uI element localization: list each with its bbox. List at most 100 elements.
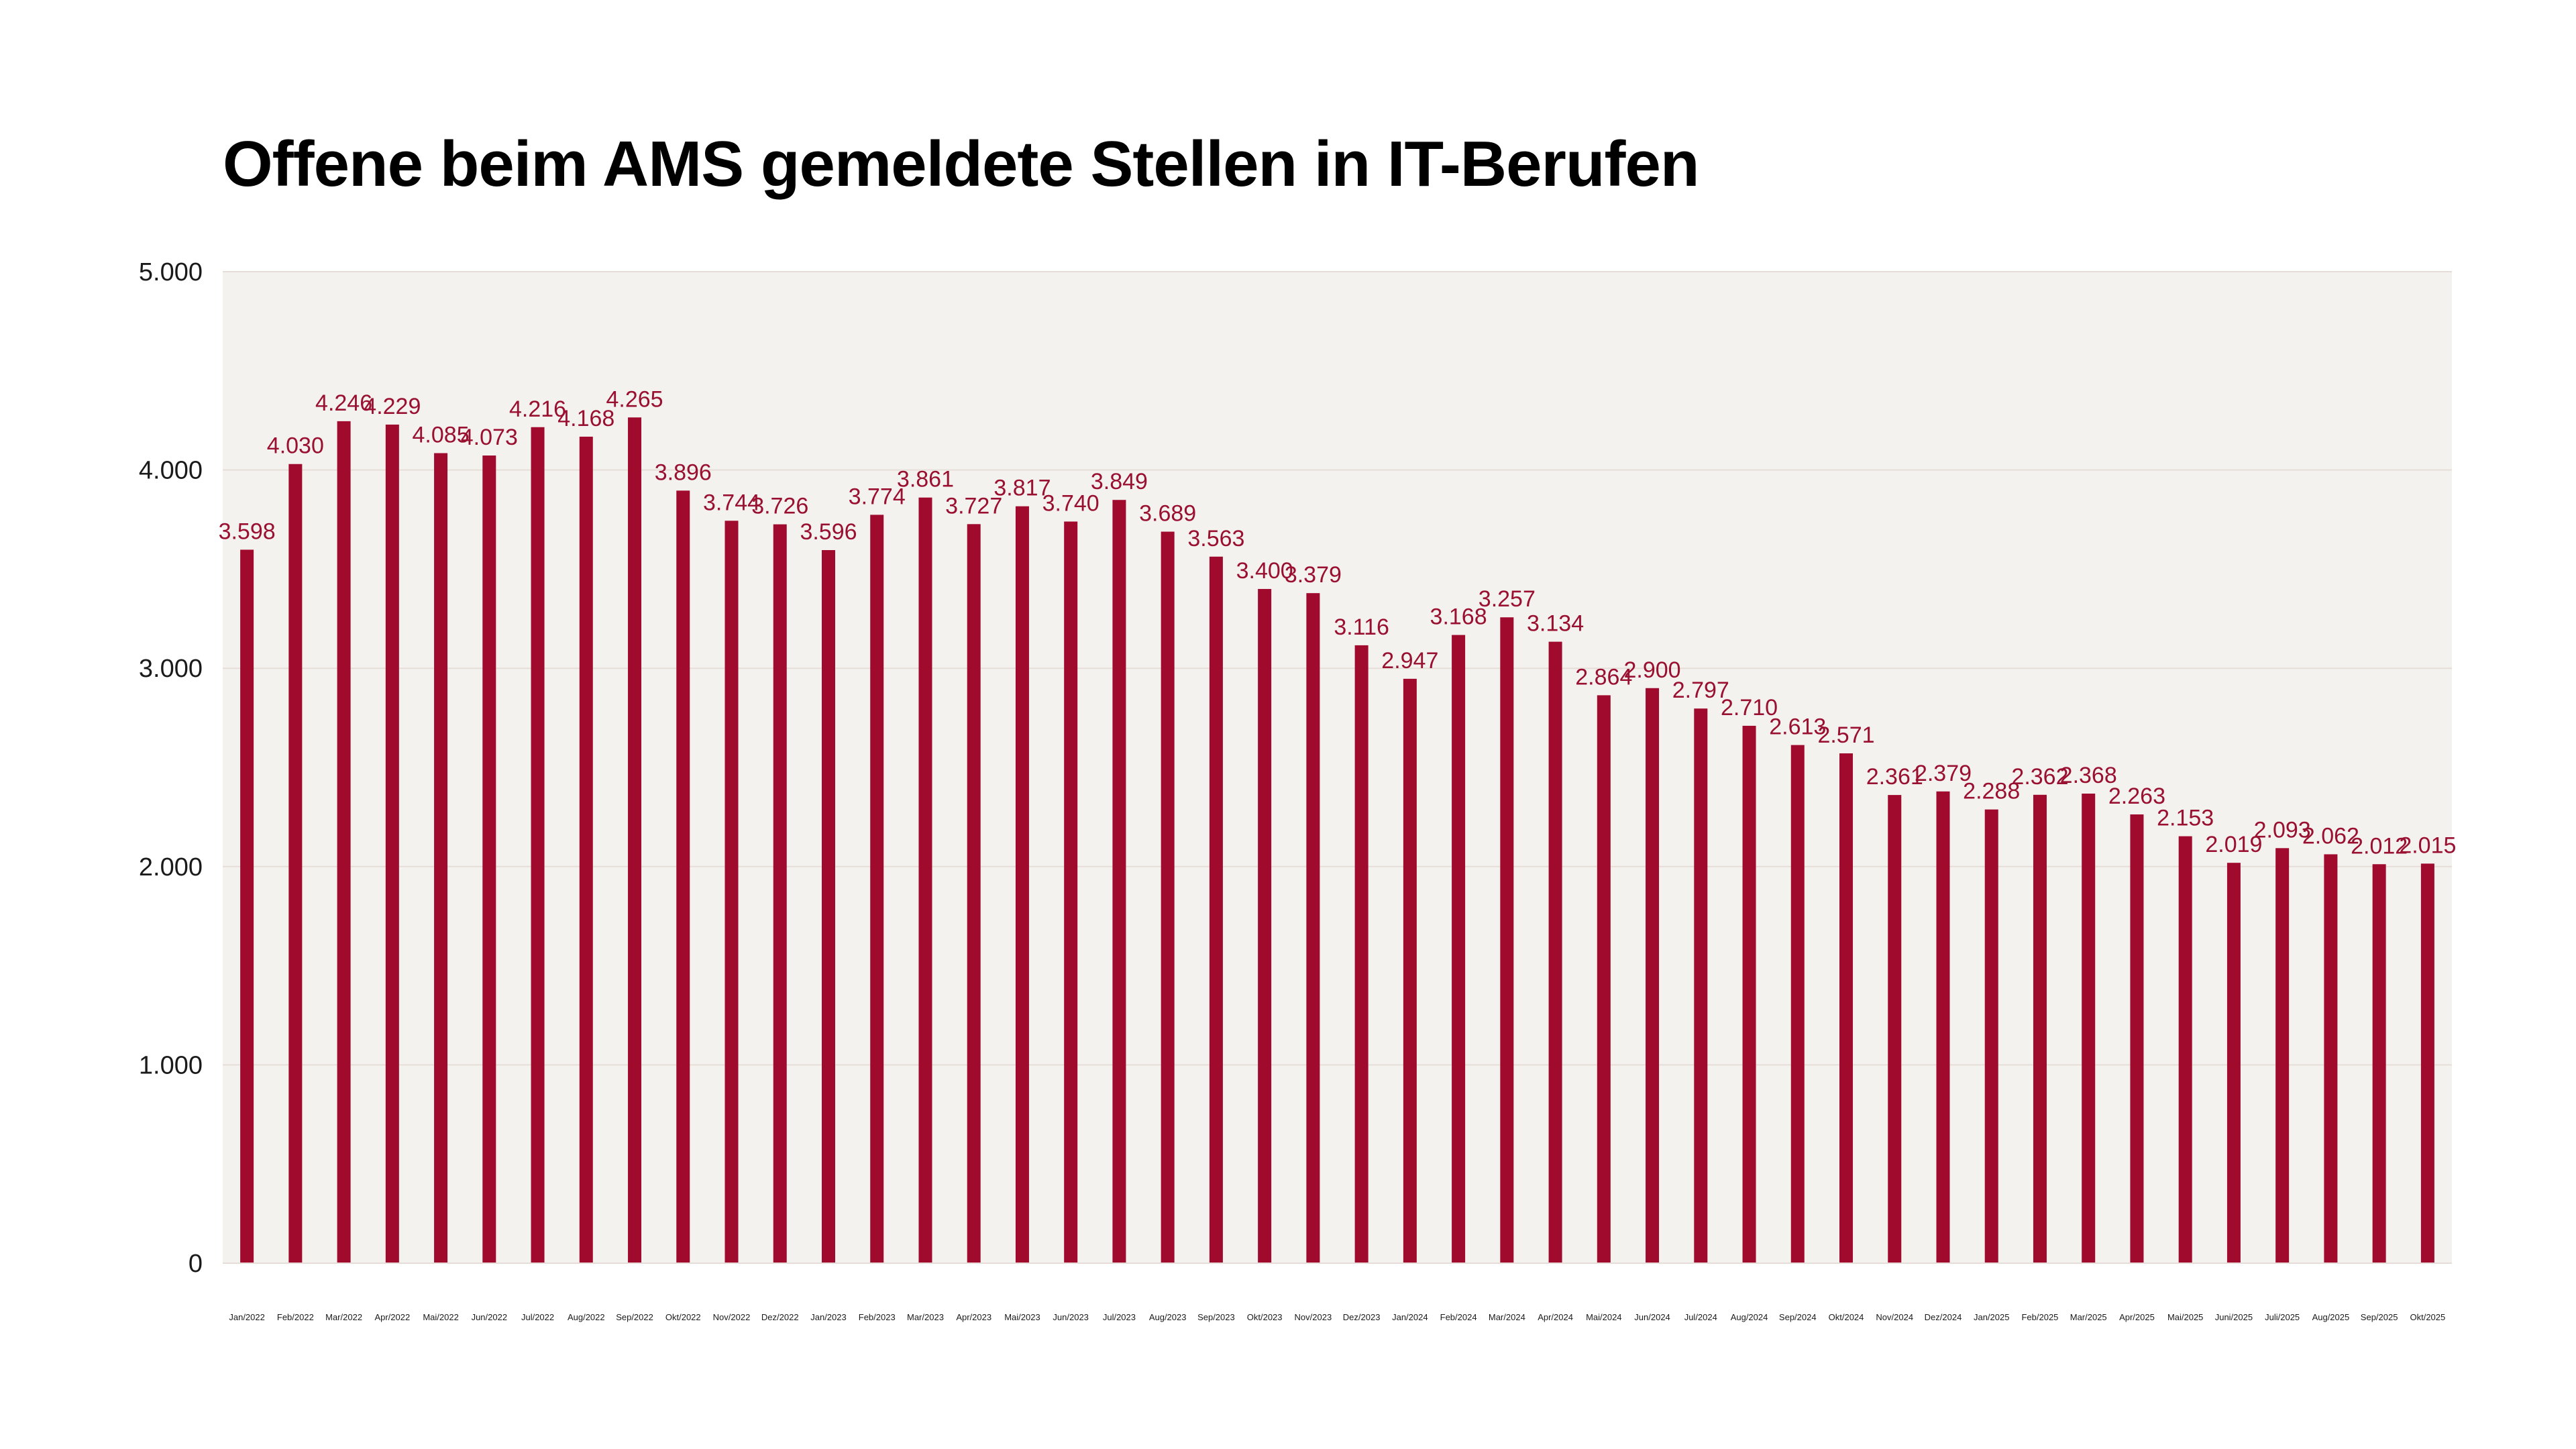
x-tick-label: Jul/2022 (521, 1312, 554, 1322)
x-tick-label: Aug/2023 (1149, 1312, 1187, 1322)
x-tick-label: Aug/2025 (2312, 1312, 2350, 1322)
data-label: 4.246 (315, 390, 372, 416)
bar (1936, 791, 1950, 1263)
x-tick-label: Jun/2024 (1634, 1312, 1670, 1322)
bar (1306, 593, 1320, 1263)
data-label: 2.797 (1672, 678, 1729, 703)
data-label: 3.861 (897, 467, 954, 492)
bar (1790, 745, 1805, 1263)
y-tick-label: 4.000 (139, 457, 203, 485)
data-label: 2.263 (2108, 784, 2165, 809)
x-tick-label: Feb/2024 (1440, 1312, 1477, 1322)
data-label: 3.168 (1430, 604, 1487, 630)
bar (2082, 794, 2096, 1263)
bar (1015, 506, 1029, 1263)
x-axis: Jan/2022 Feb/2022 Mar/2022 Apr/2022 Mai/2022… (223, 1263, 2452, 1322)
bar (1742, 725, 1756, 1263)
data-label: 2.864 (1575, 664, 1632, 690)
x-tick-label: Mai/2023 (1004, 1312, 1040, 1322)
bar (724, 521, 739, 1263)
x-tick-label: Jan/2025 (1974, 1312, 2010, 1322)
data-label: 3.774 (849, 484, 906, 509)
bar (1403, 678, 1417, 1263)
data-label: 3.400 (1236, 558, 1293, 584)
data-label: 2.062 (2302, 823, 2359, 849)
bar (1548, 641, 1562, 1263)
x-tick-label: Apr/2022 (374, 1312, 410, 1322)
bar (1500, 617, 1514, 1263)
bar (1161, 531, 1175, 1263)
bar (967, 524, 981, 1263)
y-tick-label: 2.000 (139, 853, 203, 881)
plot-area (223, 272, 2452, 1263)
bar (434, 453, 448, 1263)
x-tick-label: Apr/2024 (1538, 1312, 1573, 1322)
data-label: 4.168 (557, 406, 614, 431)
x-tick-label: Apr/2025 (2119, 1312, 2155, 1322)
data-label: 4.085 (413, 422, 470, 447)
x-tick-label: Dez/2024 (1925, 1312, 1962, 1322)
data-label: 4.030 (267, 433, 324, 459)
x-tick-label: Apr/2023 (956, 1312, 991, 1322)
bar (1354, 645, 1368, 1263)
bar (1694, 708, 1708, 1263)
bar (1888, 795, 1902, 1263)
data-label: 3.596 (800, 519, 857, 545)
data-label: 3.849 (1091, 469, 1148, 494)
bar (579, 436, 593, 1263)
chart-title: Offene beim AMS gemeldete Stellen in IT-… (223, 128, 1700, 200)
x-tick-label: Jun/2023 (1053, 1312, 1089, 1322)
y-tick-label: 5.000 (139, 258, 203, 286)
bar (2275, 848, 2290, 1263)
y-tick-label: 3.000 (139, 655, 203, 683)
x-tick-label: Okt/2025 (2410, 1312, 2445, 1322)
x-tick-label: Okt/2024 (1829, 1312, 1864, 1322)
x-tick-label: Sep/2022 (616, 1312, 653, 1322)
data-label: 4.216 (509, 396, 566, 422)
x-tick-label: Aug/2024 (1731, 1312, 1768, 1322)
x-tick-label: Nov/2022 (713, 1312, 751, 1322)
bar (2226, 863, 2241, 1263)
data-label: 4.229 (364, 394, 421, 419)
x-tick-label: Jul/2023 (1103, 1312, 1136, 1322)
x-tick-label: Jan/2023 (810, 1312, 847, 1322)
x-tick-label: Nov/2024 (1876, 1312, 1913, 1322)
x-tick-label: Mai/2022 (423, 1312, 458, 1322)
bars (240, 417, 2434, 1264)
x-tick-label: Mar/2023 (907, 1312, 944, 1322)
data-label: 2.613 (1769, 714, 1826, 740)
y-tick-label: 0 (189, 1250, 203, 1278)
x-tick-label: Mai/2025 (2167, 1312, 2203, 1322)
data-label: 3.744 (703, 490, 760, 515)
bar (1064, 521, 1078, 1263)
x-tick-label: Mar/2025 (2070, 1312, 2107, 1322)
x-tick-label: Jul/2024 (1684, 1312, 1717, 1322)
bar (288, 464, 303, 1264)
data-label: 2.361 (1866, 764, 1923, 790)
bar (1258, 588, 1272, 1263)
y-axis: 0 1.000 2.000 3.000 4.000 5.000 (139, 258, 203, 1278)
bar (676, 490, 690, 1263)
data-label: 3.134 (1527, 611, 1584, 637)
data-label: 2.368 (2060, 763, 2117, 788)
bar (337, 421, 351, 1264)
x-tick-label: Jan/2022 (229, 1312, 265, 1322)
data-label: 2.379 (1915, 761, 1972, 786)
data-label: 3.896 (655, 460, 712, 485)
bar (2178, 836, 2192, 1263)
x-tick-label: Mar/2024 (1489, 1312, 1525, 1322)
x-tick-label: Dez/2023 (1343, 1312, 1381, 1322)
data-label: 2.288 (1963, 779, 2020, 804)
data-label: 2.015 (2399, 833, 2456, 858)
bar (240, 549, 254, 1264)
data-label: 2.710 (1721, 695, 1778, 720)
data-label: 3.740 (1042, 490, 1099, 516)
bar (1839, 753, 1854, 1263)
data-label: 2.947 (1381, 648, 1438, 674)
bar (385, 424, 399, 1263)
bar (1209, 556, 1223, 1263)
data-label: 3.379 (1285, 562, 1342, 588)
x-tick-label: Dez/2022 (761, 1312, 799, 1322)
